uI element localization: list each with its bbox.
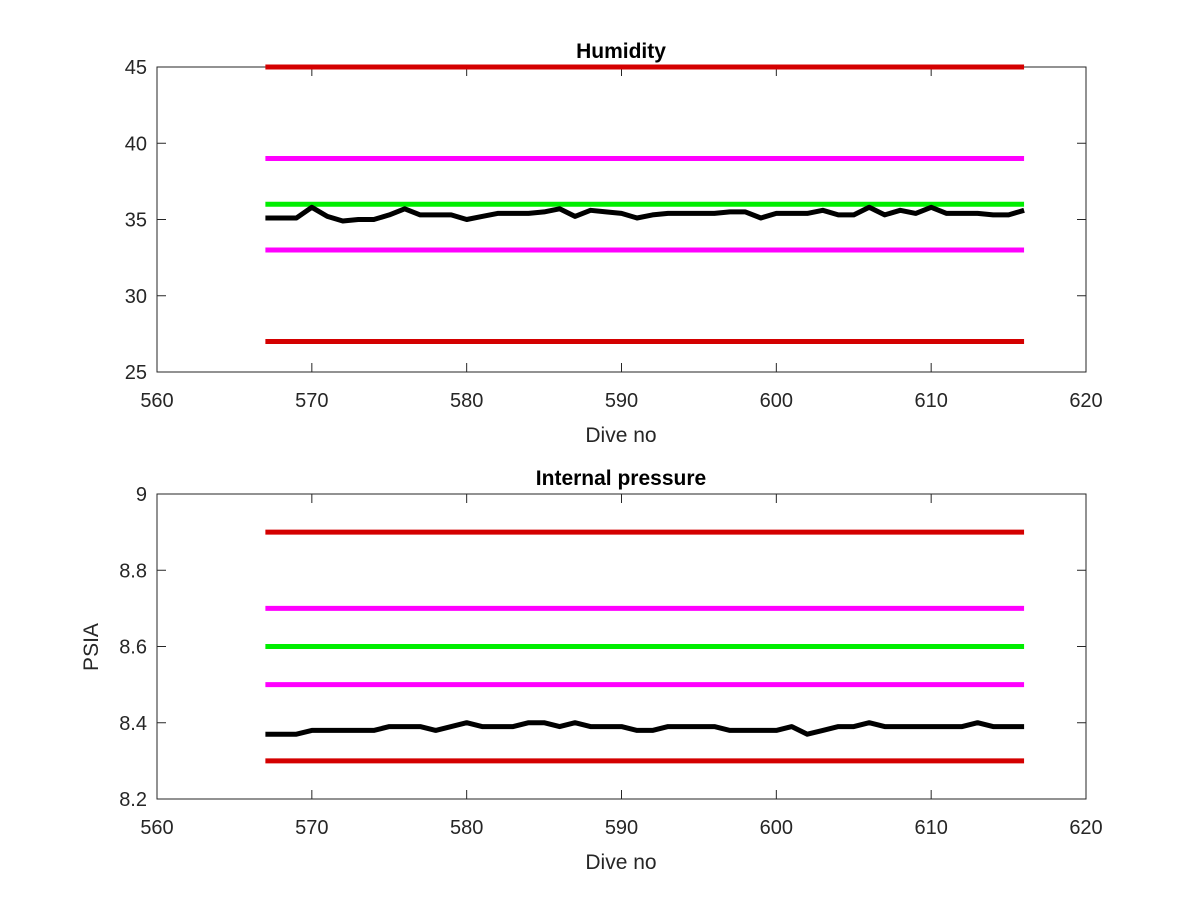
humidity-x-tick-label: 620 (1069, 390, 1102, 412)
pressure-y-tick-label: 9 (136, 484, 147, 506)
pressure-y-tick-label: 8.8 (119, 560, 147, 582)
humidity-y-tick-label: 35 (125, 210, 147, 232)
pressure-data-line (265, 720, 1025, 737)
humidity-x-tick-label: 570 (295, 390, 328, 412)
pressure-subplot: Internal pressure 560 570 580 590 600 610 620 8… (80, 467, 1103, 874)
pressure-x-axis-label: Dive no (585, 851, 656, 874)
pressure-y-axis-label: PSIA (80, 623, 103, 671)
pressure-y-tick-label: 8.4 (119, 713, 147, 735)
pressure-x-tick-label: 590 (605, 817, 638, 839)
pressure-x-tick-label: 610 (914, 817, 947, 839)
humidity-title: Humidity (576, 40, 666, 63)
humidity-y-tick-label: 45 (125, 57, 147, 79)
humidity-x-tick-label: 560 (140, 390, 173, 412)
pressure-y-tick-label: 8.2 (119, 789, 147, 811)
pressure-x-tick-label: 570 (295, 817, 328, 839)
pressure-x-tick-label: 600 (760, 817, 793, 839)
humidity-data-line (265, 204, 1025, 224)
pressure-x-tick-label: 620 (1069, 817, 1102, 839)
humidity-plot-area: 560 570 580 590 600 610 620 25 30 35 40 45 (125, 57, 1103, 412)
humidity-axes-box (156, 66, 1087, 373)
humidity-x-tick-label: 600 (760, 390, 793, 412)
pressure-plot-area: 560 570 580 590 600 610 620 8.2 8.4 8.6 8.8 9 (119, 484, 1103, 839)
pressure-x-tick-label: 560 (140, 817, 173, 839)
humidity-x-tick-label: 580 (450, 390, 483, 412)
humidity-x-axis-label: Dive no (585, 424, 656, 447)
humidity-subplot: Humidity 560 570 580 590 600 610 620 25 30 35 40 45… (125, 40, 1103, 447)
humidity-y-tick-label: 25 (125, 362, 147, 384)
humidity-y-tick-label: 40 (125, 133, 147, 155)
humidity-x-tick-label: 610 (914, 390, 947, 412)
pressure-y-tick-label: 8.6 (119, 637, 147, 659)
pressure-x-tick-label: 580 (450, 817, 483, 839)
humidity-x-tick-label: 590 (605, 390, 638, 412)
humidity-y-tick-label: 30 (125, 286, 147, 308)
pressure-title: Internal pressure (536, 467, 706, 490)
